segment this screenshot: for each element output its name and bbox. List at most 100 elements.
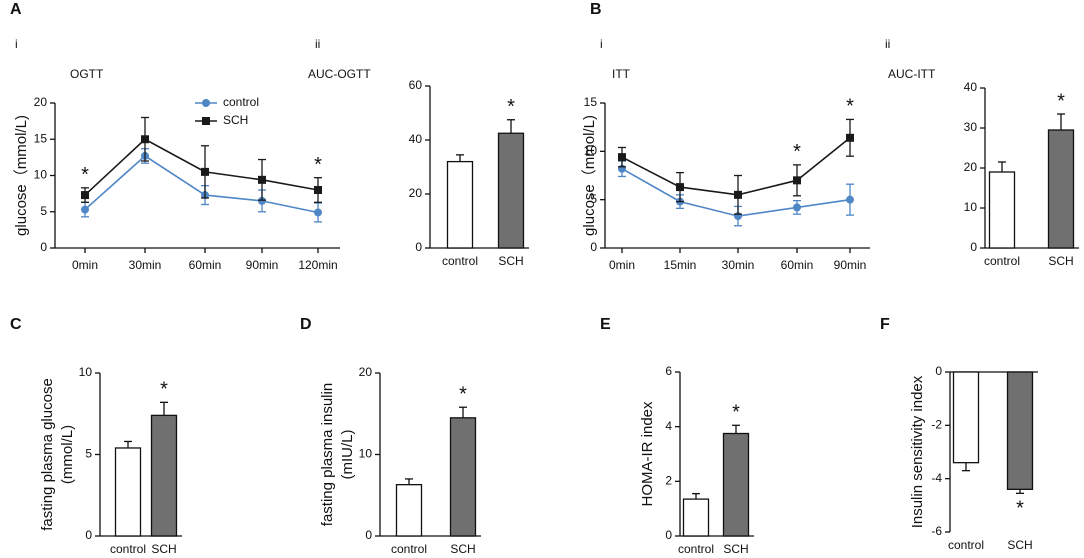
significance-star: * — [507, 96, 515, 118]
series-line — [621, 137, 851, 196]
marker — [258, 175, 266, 184]
marker — [141, 135, 149, 144]
significance-star: * — [81, 164, 89, 186]
chart-title: OGTT — [70, 67, 104, 81]
significance-star: * — [459, 384, 467, 406]
y-tick-label: 20 — [409, 186, 423, 200]
x-tick-label: 60min — [189, 258, 222, 272]
marker — [793, 203, 801, 212]
y-tick-label: 60 — [409, 78, 423, 92]
marker — [676, 183, 684, 192]
y-tick-label: 4 — [665, 419, 672, 433]
x-tick-label: control — [948, 538, 984, 552]
y-axis-label: fasting plasma glucose — [39, 378, 56, 531]
panel: ii AUC-ITT 0 10 20 30 40 control SCH * — [885, 37, 1079, 268]
marker — [793, 176, 801, 185]
panel: F Insulin sensitivity index 0 -2 -4 -6 control… — [880, 316, 1038, 552]
y-tick-label: 0 — [40, 240, 47, 254]
bar — [114, 447, 142, 537]
y-tick-label: 10 — [584, 144, 598, 158]
x-tick-label: 30min — [129, 258, 162, 272]
marker — [258, 196, 266, 205]
legend-marker — [202, 99, 210, 107]
x-tick-label: control — [984, 254, 1020, 268]
marker — [81, 191, 89, 200]
x-tick-label: 0min — [609, 258, 635, 272]
series-line — [84, 138, 319, 196]
y-axis-label: HOMA-IR index — [639, 401, 656, 507]
y-tick-label: 10 — [359, 447, 373, 461]
y-tick-label: 15 — [584, 95, 598, 109]
panel-label: A — [10, 1, 22, 18]
x-tick-label: 15min — [664, 258, 697, 272]
marker — [618, 153, 626, 162]
y-tick-label: -2 — [931, 418, 942, 432]
chart-title: AUC-ITT — [888, 67, 936, 81]
x-tick-label: SCH — [723, 542, 748, 556]
subpanel-label: ii — [315, 37, 320, 51]
bar — [988, 171, 1016, 249]
marker — [81, 205, 89, 214]
y-tick-label: 15 — [34, 131, 48, 145]
x-tick-label: 0min — [72, 258, 98, 272]
x-tick-label: SCH — [498, 254, 523, 268]
marker — [201, 167, 209, 176]
x-tick-label: control — [442, 254, 478, 268]
x-tick-label: 60min — [781, 258, 814, 272]
bar — [682, 498, 710, 537]
legend-marker — [202, 117, 210, 125]
y-tick-label: 5 — [85, 447, 92, 461]
x-tick-label: control — [110, 542, 146, 556]
significance-star: * — [732, 402, 740, 424]
x-tick-label: control — [391, 542, 427, 556]
panel-label: F — [880, 316, 890, 333]
y-tick-label: 20 — [359, 365, 373, 379]
y-axis-label: glucose（mmol/L) — [13, 115, 30, 236]
y-axis-label: glucose（mmol/L) — [581, 115, 598, 236]
significance-star: * — [1016, 498, 1024, 520]
y-tick-label: -4 — [931, 471, 942, 485]
y-tick-label: 0 — [935, 364, 942, 378]
y-tick-label: 10 — [79, 365, 93, 379]
bar — [1047, 129, 1075, 249]
y-axis-label: (mmol/L) — [59, 425, 76, 484]
panel: ii AUC-OGTT 0 20 40 60 control SCH * — [308, 37, 529, 268]
y-tick-label: 2 — [665, 474, 672, 488]
y-axis-label: Insulin sensitivity index — [909, 375, 926, 528]
y-tick-label: 6 — [665, 364, 672, 378]
bar — [1006, 371, 1034, 490]
significance-star: * — [160, 379, 168, 401]
x-tick-label: 120min — [298, 258, 337, 272]
panel: E HOMA-IR index 0 2 4 6 control SCH * — [600, 316, 754, 556]
y-tick-label: 30 — [964, 120, 978, 134]
x-tick-label: SCH — [1048, 254, 1073, 268]
y-tick-label: 0 — [665, 528, 672, 542]
marker — [846, 195, 854, 204]
significance-star: * — [846, 96, 854, 118]
panel-label: E — [600, 316, 611, 333]
significance-star: * — [1057, 90, 1065, 112]
bar — [449, 417, 477, 537]
panel-label: B — [590, 1, 602, 18]
panel: Bi ITT glucose（mmol/L) 0 5 10 15 0min 15min 30min… — [581, 1, 870, 272]
subpanel-label: i — [600, 37, 603, 51]
y-tick-label: 40 — [964, 80, 978, 94]
chart-title: AUC-OGTT — [308, 67, 371, 81]
x-tick-label: 90min — [246, 258, 279, 272]
y-axis-label: fasting plasma insulin — [319, 383, 336, 526]
marker — [846, 133, 854, 142]
y-tick-label: 5 — [590, 192, 597, 206]
y-tick-label: 20 — [964, 160, 978, 174]
marker — [734, 190, 742, 199]
bar — [952, 371, 980, 464]
y-tick-label: 20 — [34, 95, 48, 109]
panel-label: C — [10, 316, 22, 333]
bar — [395, 484, 423, 537]
x-tick-label: SCH — [450, 542, 475, 556]
x-tick-label: 30min — [722, 258, 755, 272]
y-tick-label: 0 — [590, 240, 597, 254]
x-tick-label: SCH — [1007, 538, 1032, 552]
bar — [150, 414, 178, 537]
